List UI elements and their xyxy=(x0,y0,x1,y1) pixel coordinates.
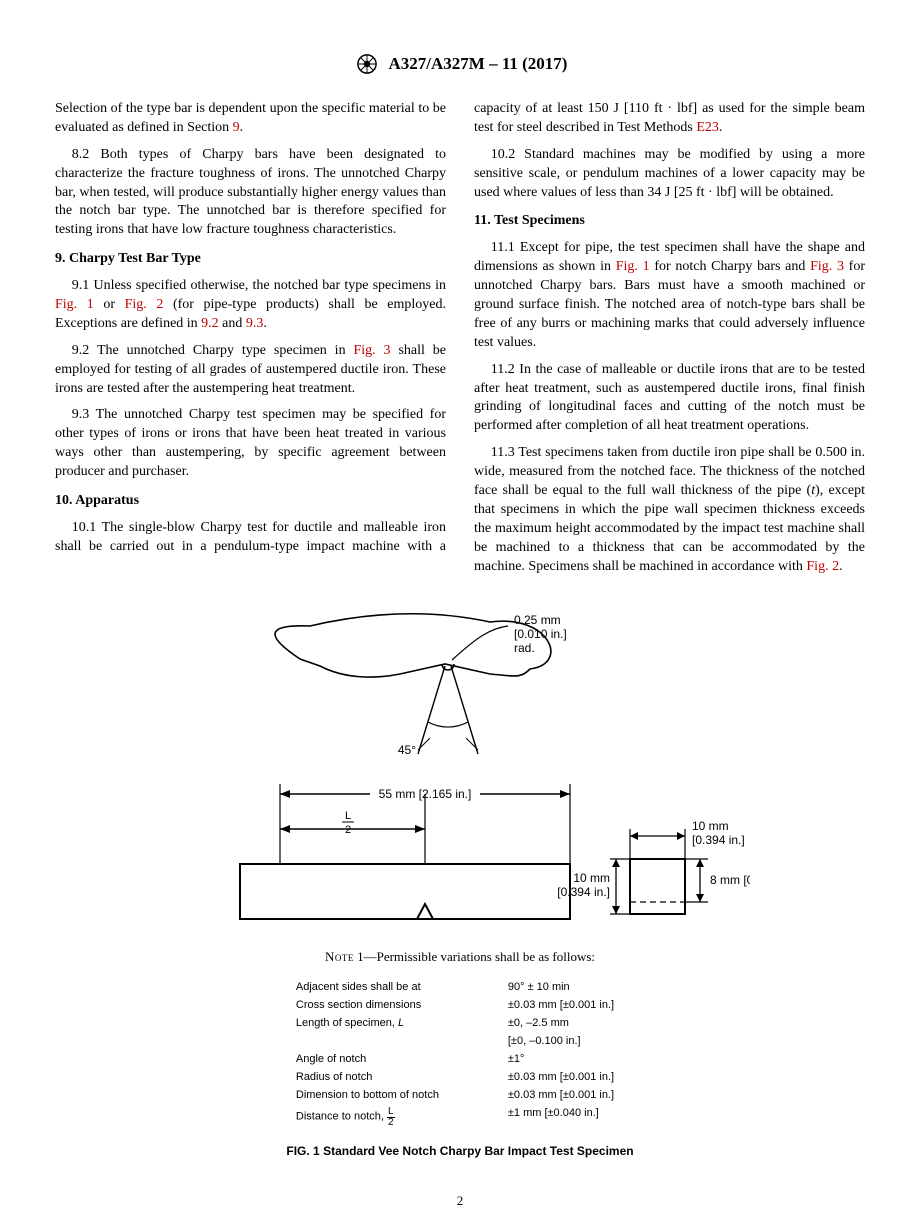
table-row: Adjacent sides shall be at90° ± 10 min xyxy=(296,980,624,996)
svg-text:2: 2 xyxy=(345,824,351,836)
ref-9-2: 9.2 xyxy=(201,316,219,331)
p-9-3: 9.3 The unnotched Charpy test specimen m… xyxy=(55,406,446,482)
label-radius-2: [0.010 in.] xyxy=(514,627,567,641)
intro-paragraph: Selection of the type bar is dependent u… xyxy=(55,100,446,138)
p-11-1: 11.1 Except for pipe, the test specimen … xyxy=(474,239,865,352)
label-radius-3: rad. xyxy=(514,641,535,655)
label-10mm-top-a: 10 mm xyxy=(692,819,729,833)
label-10mm-left-a: 10 mm xyxy=(573,871,610,885)
body-columns: Selection of the type bar is dependent u… xyxy=(55,100,865,576)
label-10mm-left-b: [0.394 in.] xyxy=(557,885,610,899)
ref-fig-2: Fig. 2 xyxy=(125,297,164,312)
figure-note: Note 1—Permissible variations shall be a… xyxy=(55,948,865,966)
table-row: Radius of notch±0.03 mm [±0.001 in.] xyxy=(296,1070,624,1086)
label-10mm-top-b: [0.394 in.] xyxy=(692,833,745,847)
svg-text:L: L xyxy=(345,810,351,822)
ref-section-9: 9 xyxy=(233,120,240,135)
tolerance-table: Adjacent sides shall be at90° ± 10 min Cr… xyxy=(294,978,626,1129)
ref-fig-3b: Fig. 3 xyxy=(810,259,844,274)
p-9-1: 9.1 Unless specified otherwise, the notc… xyxy=(55,277,446,334)
p-10-2: 10.2 Standard machines may be modified b… xyxy=(474,146,865,203)
table-row: Cross section dimensions±0.03 mm [±0.001… xyxy=(296,998,624,1014)
table-row: Distance to notch, L2±1 mm [±0.040 in.] xyxy=(296,1106,624,1127)
ref-fig-1b: Fig. 1 xyxy=(616,259,650,274)
designation-text: A327/A327M – 11 (2017) xyxy=(389,53,568,76)
heading-10: 10. Apparatus xyxy=(55,492,446,511)
table-row: Length of specimen, L±0, –2.5 mm xyxy=(296,1016,624,1032)
figure-1-svg: 0.25 mm [0.010 in.] rad. 45° 55 mm [2.16… xyxy=(170,604,750,934)
p-8-2: 8.2 Both types of Charpy bars have been … xyxy=(55,146,446,240)
label-8mm: 8 mm [0.315 in.] xyxy=(710,873,750,887)
ref-e23: E23 xyxy=(696,120,719,135)
label-radius-1: 0.25 mm xyxy=(514,613,561,627)
figure-caption: FIG. 1 Standard Vee Notch Charpy Bar Imp… xyxy=(55,1143,865,1159)
p-9-2: 9.2 The unnotched Charpy type specimen i… xyxy=(55,342,446,399)
p-11-3: 11.3 Test specimens taken from ductile i… xyxy=(474,444,865,576)
page-number: 2 xyxy=(0,1192,920,1210)
table-row: Dimension to bottom of notch±0.03 mm [±0… xyxy=(296,1088,624,1104)
heading-11: 11. Test Specimens xyxy=(474,212,865,231)
ref-fig-3: Fig. 3 xyxy=(353,343,390,358)
figure-1: 0.25 mm [0.010 in.] rad. 45° 55 mm [2.16… xyxy=(55,604,865,1158)
table-row: [±0, –0.100 in.] xyxy=(296,1034,624,1050)
ref-fig-1: Fig. 1 xyxy=(55,297,94,312)
astm-logo-icon xyxy=(353,50,381,78)
ref-9-3: 9.3 xyxy=(246,316,264,331)
ref-fig-2b: Fig. 2 xyxy=(806,559,839,574)
table-row: Angle of notch±1° xyxy=(296,1052,624,1068)
heading-9: 9. Charpy Test Bar Type xyxy=(55,250,446,269)
label-angle: 45° xyxy=(398,743,416,757)
p-11-2: 11.2 In the case of malleable or ductile… xyxy=(474,361,865,437)
document-header: A327/A327M – 11 (2017) xyxy=(55,50,865,78)
